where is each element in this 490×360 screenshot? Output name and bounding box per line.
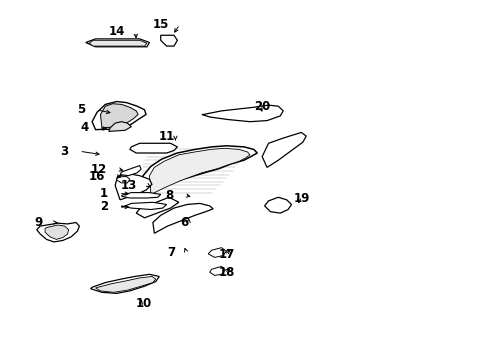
Text: 19: 19 [294,192,310,205]
Polygon shape [161,35,177,46]
Polygon shape [86,39,149,47]
Polygon shape [37,222,79,242]
Polygon shape [149,148,250,194]
Text: 11: 11 [159,130,175,143]
Text: 6: 6 [180,216,189,229]
Polygon shape [136,197,179,218]
Text: 15: 15 [153,18,169,31]
Text: 2: 2 [99,201,108,213]
Text: 18: 18 [219,266,235,279]
Polygon shape [45,225,69,239]
Text: 14: 14 [109,25,125,38]
Text: 1: 1 [99,187,108,200]
Polygon shape [265,197,292,213]
Polygon shape [91,274,159,293]
Text: 10: 10 [136,297,152,310]
Text: 3: 3 [60,145,69,158]
Polygon shape [109,122,131,131]
Polygon shape [100,104,138,128]
Polygon shape [122,202,167,210]
Text: 12: 12 [91,163,107,176]
Text: 4: 4 [80,121,88,134]
Polygon shape [210,266,225,275]
Polygon shape [92,102,146,130]
Text: 9: 9 [35,216,43,229]
Text: 16: 16 [89,170,105,183]
Text: 5: 5 [77,103,86,116]
Text: 20: 20 [254,100,270,113]
Polygon shape [262,132,306,167]
Text: 13: 13 [121,179,137,192]
Polygon shape [120,166,141,176]
Polygon shape [115,174,152,200]
Polygon shape [96,276,156,292]
Polygon shape [142,146,257,197]
Text: 8: 8 [166,189,174,202]
Text: 17: 17 [219,248,235,261]
Polygon shape [202,105,283,122]
Polygon shape [208,248,226,257]
Polygon shape [130,143,177,153]
Polygon shape [103,114,127,129]
Polygon shape [89,40,147,46]
Polygon shape [153,203,213,233]
Polygon shape [122,193,161,198]
Polygon shape [117,176,130,183]
Text: 7: 7 [167,246,175,258]
